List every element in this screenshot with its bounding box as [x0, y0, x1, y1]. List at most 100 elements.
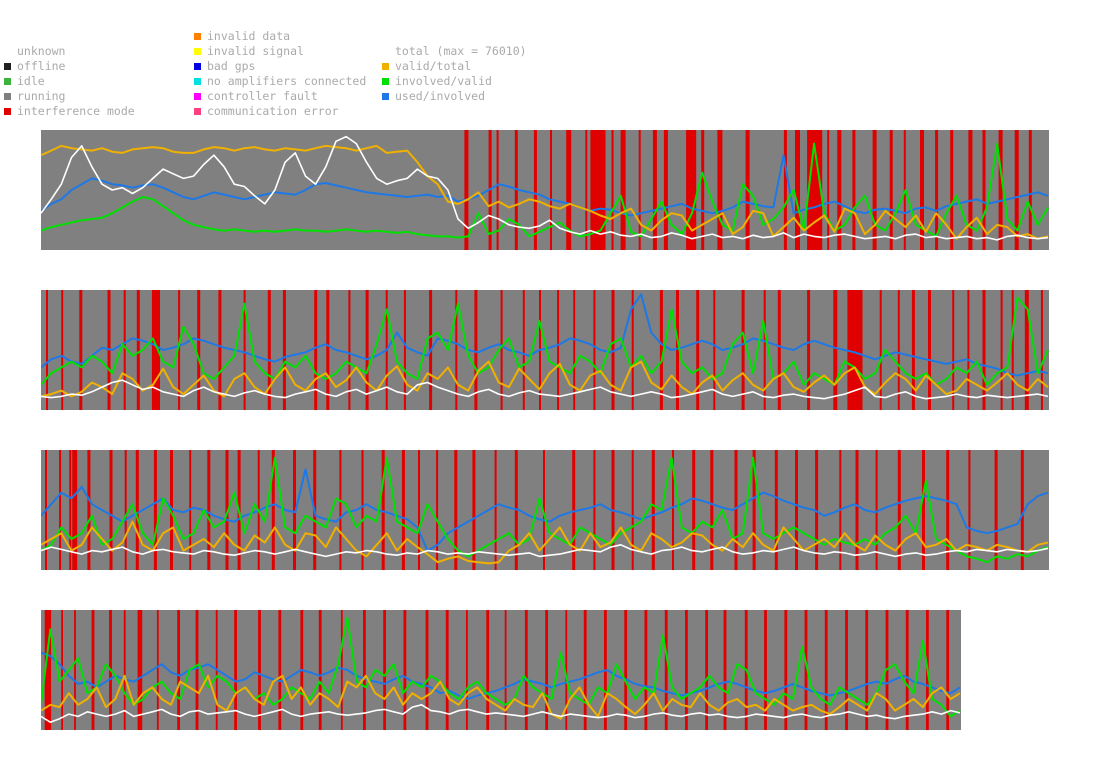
legend-label: interference mode [17, 104, 135, 118]
interference-band [496, 130, 499, 250]
series-line-valid-total [41, 360, 1049, 398]
legend-label: total (max = 76010) [395, 44, 527, 58]
interference-band [593, 290, 596, 410]
interference-band [436, 450, 439, 570]
interference-band [710, 450, 714, 570]
interference-band [243, 290, 246, 410]
interference-band [705, 610, 708, 730]
interference-band [383, 610, 386, 730]
interference-band [59, 450, 62, 570]
interference-band [713, 290, 716, 410]
interference-band [572, 450, 576, 570]
interference-band [1000, 290, 1003, 410]
interference-band [340, 610, 343, 730]
interference-band [381, 450, 385, 570]
interference-band [348, 290, 351, 410]
legend-swatch [194, 33, 201, 40]
interference-band [234, 610, 237, 730]
interference-band [968, 450, 971, 570]
interference-band [865, 610, 869, 730]
series-line-involved-valid [41, 142, 1049, 239]
interference-band [852, 130, 856, 250]
interference-band [91, 610, 95, 730]
interference-band [318, 610, 322, 730]
strip-plot [41, 450, 1049, 570]
interference-band [271, 450, 275, 570]
interference-band [123, 610, 126, 730]
interference-band [1020, 450, 1024, 570]
interference-band [692, 450, 696, 570]
interference-band [69, 450, 72, 570]
interference-band [178, 290, 181, 410]
interference-band [845, 610, 848, 730]
interference-band [225, 450, 229, 570]
interference-band [153, 450, 157, 570]
interference-band [847, 290, 863, 410]
interference-band [583, 610, 587, 730]
interference-band [998, 130, 1003, 250]
series-line-total [41, 544, 1049, 558]
interference-band [522, 290, 525, 410]
legend-swatch [194, 48, 201, 55]
legend-swatch [382, 93, 389, 100]
legend-swatch [382, 63, 389, 70]
series-line-used-involved [41, 154, 1049, 217]
interference-band [946, 450, 950, 570]
interference-band [504, 610, 507, 730]
interference-band [922, 450, 925, 570]
interference-band [686, 130, 697, 250]
interference-band [685, 610, 688, 730]
interference-band [156, 610, 159, 730]
series-line-valid-total [41, 674, 961, 720]
interference-band [87, 450, 91, 570]
legend-swatch [382, 78, 389, 85]
interference-band [585, 130, 588, 250]
interference-band [837, 130, 842, 250]
interference-band [418, 450, 420, 570]
interference-band [664, 610, 668, 730]
interference-band [946, 610, 950, 730]
interference-band [897, 290, 900, 410]
interference-band [872, 130, 877, 250]
interference-band [472, 450, 476, 570]
interference-band [61, 610, 63, 730]
chart-strip-3 [41, 450, 1049, 570]
interference-band [935, 130, 939, 250]
interference-band [466, 610, 468, 730]
series-line-involved-valid [41, 616, 961, 718]
interference-band [624, 610, 628, 730]
chart-strip-2 [41, 290, 1049, 410]
interference-band [1014, 130, 1019, 250]
legend-swatch [4, 78, 11, 85]
interference-band [807, 290, 811, 410]
strip-plot [41, 290, 1049, 410]
interference-band [124, 450, 127, 570]
interference-band [638, 130, 641, 250]
chart-strip-1 [41, 130, 1049, 250]
interference-band [701, 130, 705, 250]
interference-band [620, 130, 626, 250]
interference-band [1040, 290, 1043, 410]
legend-swatch [4, 93, 11, 100]
legend-label: valid/total [395, 59, 472, 73]
interference-band [663, 130, 668, 250]
interference-band [982, 130, 986, 250]
interference-band [61, 290, 64, 410]
interference-band [401, 450, 405, 570]
series-line-used-involved [41, 293, 1049, 377]
interference-band [911, 290, 915, 410]
interference-band [500, 290, 503, 410]
interference-band [136, 290, 140, 410]
interference-band [123, 290, 126, 410]
interference-band [79, 290, 83, 410]
interference-band [72, 450, 78, 570]
interference-band [804, 610, 808, 730]
interference-band [170, 450, 173, 570]
series-line-valid-total [41, 520, 1049, 565]
interference-band [659, 290, 663, 410]
interference-band [651, 450, 655, 570]
interference-band [1024, 290, 1029, 410]
interference-band [905, 610, 909, 730]
interference-band [474, 290, 478, 410]
interference-band [855, 450, 859, 570]
